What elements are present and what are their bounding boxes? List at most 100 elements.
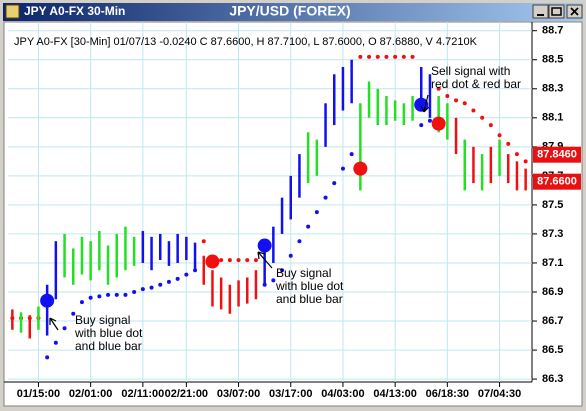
stop-dot: [140, 287, 145, 292]
stop-dot: [106, 292, 111, 297]
stop-dot: [375, 54, 380, 59]
stop-dot: [480, 115, 485, 120]
info-line: JPY A0-FX [30-Min] 01/07/13 -0.0240 C 87…: [14, 36, 478, 48]
stop-dot: [419, 123, 424, 128]
price-marker-label: 87.8460: [537, 149, 577, 161]
stop-dot: [306, 224, 311, 229]
annotation: with blue dot: [74, 326, 143, 340]
signal-dot: [40, 293, 55, 308]
stop-dot: [297, 239, 302, 244]
stop-dot: [88, 295, 93, 300]
stop-dot: [271, 278, 276, 283]
x-tick-label: 07/04:30: [478, 388, 521, 400]
maximize-icon: [551, 7, 562, 16]
stop-dot: [454, 98, 459, 103]
stop-dot: [166, 279, 171, 284]
stop-dot: [184, 272, 189, 277]
arrow: [257, 251, 273, 269]
stop-dot: [393, 54, 398, 59]
stop-dot: [123, 292, 128, 297]
y-tick-label: 86.5: [542, 344, 563, 356]
stop-dot: [280, 268, 285, 273]
x-tick-label: 01/15:00: [17, 388, 60, 400]
stop-dot: [314, 210, 319, 215]
stop-dot: [149, 285, 154, 290]
minimize-button[interactable]: [532, 4, 549, 19]
plot: 86.386.586.786.987.187.387.587.787.988.1…: [8, 22, 581, 400]
stop-dot: [367, 54, 372, 59]
stop-dot: [445, 94, 450, 99]
annotation: Buy signal: [75, 313, 130, 327]
signal-dot: [205, 254, 220, 269]
x-tick-label: 02/21:00: [165, 388, 208, 400]
stop-dot: [349, 152, 354, 157]
annotation: Buy signal: [276, 266, 331, 280]
stop-dot: [53, 340, 58, 345]
stop-dot: [175, 276, 180, 281]
signal-dot: [257, 238, 272, 253]
y-tick-label: 86.9: [542, 286, 563, 298]
y-tick-label: 86.3: [542, 373, 563, 385]
stop-dot: [227, 258, 232, 263]
stop-dot: [62, 326, 67, 331]
stop-dot: [506, 141, 511, 146]
stop-dot: [245, 258, 250, 263]
annotation: red dot & red bar: [431, 77, 521, 91]
stop-dot: [384, 54, 389, 59]
y-tick-label: 87.5: [542, 199, 563, 211]
stop-dot: [514, 152, 519, 157]
stop-dot: [97, 294, 102, 299]
annotation: Sell signal with: [431, 64, 510, 78]
window-buttons[interactable]: [532, 4, 583, 19]
chart-area: [3, 21, 583, 407]
app-icon: [5, 4, 20, 19]
stop-dot: [193, 268, 198, 273]
y-tick-label: 88.1: [542, 112, 563, 124]
stop-dot: [340, 166, 345, 171]
stop-dot: [401, 54, 406, 59]
stop-dot: [410, 54, 415, 59]
arrow: [49, 317, 59, 331]
annotation: and blue bar: [276, 292, 343, 306]
stop-dot: [436, 86, 441, 91]
x-tick-label: 04/03:00: [321, 388, 364, 400]
stop-dot: [219, 258, 224, 263]
x-tick-label: 03/17:00: [269, 388, 312, 400]
stop-dot: [523, 159, 528, 164]
y-tick-label: 88.5: [542, 54, 563, 66]
stop-dot: [132, 290, 137, 294]
arrow: [420, 94, 430, 113]
stop-dot: [488, 123, 493, 128]
stop-dot: [236, 258, 241, 263]
price-marker-label: 87.6600: [537, 176, 577, 188]
stop-dot: [158, 282, 163, 287]
window-title: JPY A0-FX 30-Min: [24, 4, 125, 18]
window-heading: JPY/USD (FOREX): [229, 3, 350, 19]
stop-dot: [332, 181, 337, 186]
annotation: and blue bar: [75, 339, 142, 353]
title-bar: [3, 3, 583, 21]
signal-dot: [431, 116, 446, 131]
stop-dot: [45, 355, 50, 360]
annotation: with blue dot: [275, 279, 344, 293]
stop-dot: [323, 195, 328, 200]
y-tick-label: 87.1: [542, 257, 563, 269]
stop-dot: [427, 118, 432, 123]
stop-dot: [71, 311, 76, 316]
stop-dot: [79, 300, 84, 305]
stop-dot: [471, 108, 476, 113]
price-marker: [533, 146, 581, 163]
y-tick-label: 87.3: [542, 228, 563, 240]
close-icon: [570, 7, 579, 16]
stop-dot: [201, 239, 206, 244]
stop-dot: [288, 253, 293, 258]
x-tick-label: 06/18:30: [426, 388, 469, 400]
x-tick-label: 03/07:00: [217, 388, 260, 400]
x-tick-label: 04/13:00: [373, 388, 416, 400]
stop-dot: [114, 292, 119, 297]
y-tick-label: 86.7: [542, 315, 563, 327]
stop-dot: [358, 54, 363, 59]
signal-dot: [353, 161, 368, 176]
